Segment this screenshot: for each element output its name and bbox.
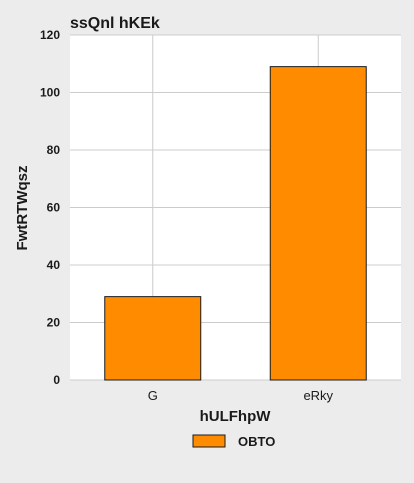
y-tick-label: 20 bbox=[47, 316, 61, 330]
legend: OBTO bbox=[192, 434, 275, 449]
bars bbox=[104, 66, 367, 381]
y-tick-label: 40 bbox=[47, 258, 61, 272]
y-tick-label: 120 bbox=[40, 28, 60, 42]
y-tick-label: 80 bbox=[47, 143, 61, 157]
legend-label-obto: OBTO bbox=[238, 434, 275, 449]
y-tick-label: 60 bbox=[47, 201, 61, 215]
x-axis-label: hULFhpW bbox=[200, 408, 272, 425]
y-tick-label: 0 bbox=[53, 373, 60, 387]
bar-erky bbox=[269, 66, 367, 381]
y-tick-labels: 0 20 40 60 80 100 120 bbox=[40, 28, 60, 387]
x-tick-label: G bbox=[148, 388, 158, 403]
legend-swatch-obto bbox=[192, 434, 226, 448]
x-tick-label: eRky bbox=[303, 388, 333, 403]
y-axis-label: FwtRTWqsz bbox=[14, 166, 31, 251]
chart-title: ssQnl hKEk bbox=[70, 15, 160, 32]
bar-g bbox=[104, 296, 202, 381]
y-tick-label: 100 bbox=[40, 86, 60, 100]
